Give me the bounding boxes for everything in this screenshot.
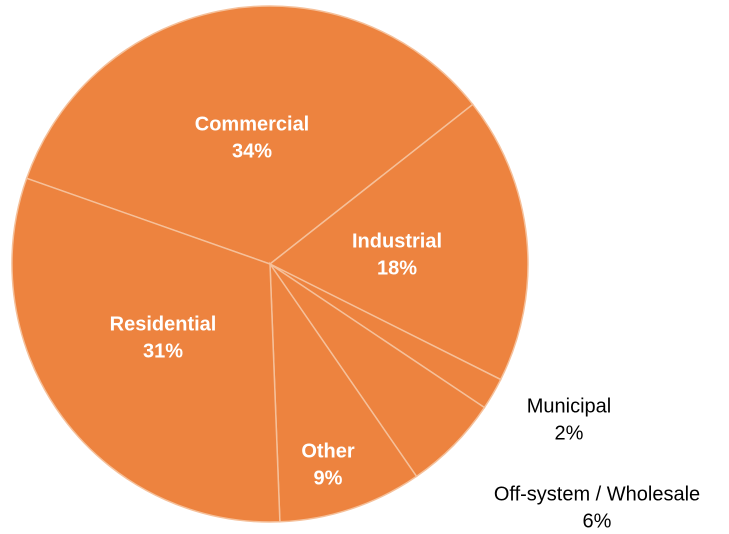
slice-label: Municipal bbox=[527, 395, 611, 417]
slice-value-label: 2% bbox=[555, 422, 584, 444]
pie-slice bbox=[268, 103, 529, 381]
pie-slice bbox=[11, 177, 281, 523]
slice-value-label: 9% bbox=[314, 467, 343, 489]
slice-label: Off-system / Wholesale bbox=[494, 483, 700, 505]
slice-label: Industrial bbox=[352, 230, 442, 252]
slice-value-label: 18% bbox=[377, 257, 417, 279]
slice-value-label: 31% bbox=[143, 340, 183, 362]
pie-slice bbox=[25, 5, 474, 265]
slice-label: Commercial bbox=[195, 113, 310, 135]
slice-label: Residential bbox=[110, 313, 217, 335]
slice-label: Other bbox=[301, 440, 355, 462]
slice-value-label: 34% bbox=[232, 140, 272, 162]
slice-value-label: 6% bbox=[583, 510, 612, 532]
pie-slice bbox=[269, 261, 418, 523]
